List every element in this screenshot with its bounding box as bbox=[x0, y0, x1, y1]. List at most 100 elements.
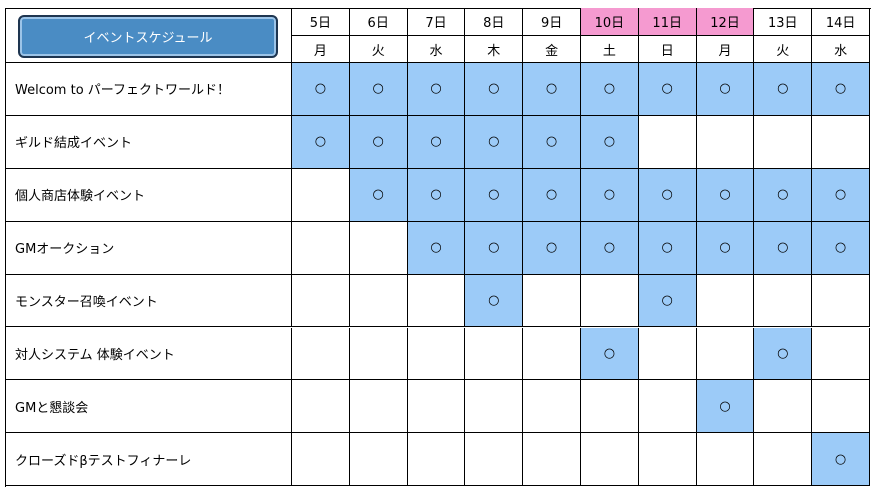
day-date: 6日 bbox=[349, 8, 408, 36]
schedule-cell: ○ bbox=[465, 274, 524, 328]
schedule-cell bbox=[754, 380, 813, 434]
day-weekday: 水 bbox=[812, 36, 870, 63]
schedule-cell: ○ bbox=[812, 168, 870, 222]
schedule-cell bbox=[465, 433, 524, 487]
schedule-cell bbox=[696, 327, 755, 381]
schedule-cell: ○ bbox=[407, 115, 466, 169]
day-date: 13日 bbox=[754, 8, 813, 36]
day-weekday: 土 bbox=[581, 36, 639, 63]
schedule-cell: ○ bbox=[581, 221, 639, 275]
schedule-cell: ○ bbox=[754, 221, 813, 275]
schedule-title: イベントスケジュール bbox=[18, 15, 278, 58]
schedule-cell: ○ bbox=[754, 168, 813, 222]
schedule-cell: ○ bbox=[812, 63, 870, 116]
schedule-cell: ○ bbox=[407, 168, 466, 222]
schedule-cell: ○ bbox=[638, 63, 697, 116]
schedule-cell: ○ bbox=[523, 168, 581, 222]
day-weekday: 木 bbox=[465, 36, 524, 63]
schedule-cell: ○ bbox=[812, 221, 870, 275]
schedule-cell: ○ bbox=[349, 115, 408, 169]
schedule-cell bbox=[292, 274, 350, 328]
schedule-cell bbox=[292, 433, 350, 487]
schedule-cell: ○ bbox=[465, 63, 524, 116]
schedule-cell bbox=[349, 380, 408, 434]
schedule-cell: ○ bbox=[465, 168, 524, 222]
schedule-cell bbox=[465, 327, 524, 381]
schedule-cell bbox=[292, 168, 350, 222]
schedule-cell bbox=[581, 433, 639, 487]
schedule-cell: ○ bbox=[581, 327, 639, 381]
schedule-cell: ○ bbox=[754, 327, 813, 381]
day-weekday: 金 bbox=[523, 36, 581, 63]
schedule-cell bbox=[407, 274, 466, 328]
schedule-cell bbox=[754, 115, 813, 169]
schedule-cell bbox=[292, 327, 350, 381]
schedule-cell bbox=[638, 380, 697, 434]
title-cell bbox=[5, 8, 292, 63]
schedule-cell: ○ bbox=[407, 221, 466, 275]
day-weekday: 日 bbox=[638, 36, 697, 63]
schedule-cell: ○ bbox=[696, 63, 755, 116]
schedule-cell bbox=[349, 274, 408, 328]
schedule-cell: ○ bbox=[638, 168, 697, 222]
schedule-cell bbox=[407, 380, 466, 434]
schedule-cell bbox=[812, 115, 870, 169]
schedule-cell bbox=[696, 115, 755, 169]
schedule-cell bbox=[696, 433, 755, 487]
event-name: Welcom to パーフェクトワールド！ bbox=[5, 63, 292, 116]
day-date: 9日 bbox=[523, 8, 581, 36]
schedule-cell bbox=[349, 433, 408, 487]
schedule-cell: ○ bbox=[523, 63, 581, 116]
schedule-cell: ○ bbox=[696, 221, 755, 275]
schedule-cell bbox=[523, 327, 581, 381]
day-date: 14日 bbox=[812, 8, 870, 36]
schedule-cell: ○ bbox=[407, 63, 466, 116]
schedule-cell: ○ bbox=[581, 115, 639, 169]
schedule-cell: ○ bbox=[696, 168, 755, 222]
schedule-cell bbox=[638, 115, 697, 169]
schedule-cell bbox=[754, 433, 813, 487]
event-name: GMと懇談会 bbox=[5, 380, 292, 434]
day-date: 5日 bbox=[292, 8, 350, 36]
schedule-cell bbox=[581, 380, 639, 434]
schedule-cell bbox=[407, 327, 466, 381]
event-name: モンスター召喚イベント bbox=[5, 274, 292, 328]
schedule-cell bbox=[523, 380, 581, 434]
schedule-cell bbox=[812, 274, 870, 328]
schedule-cell: ○ bbox=[523, 221, 581, 275]
schedule-cell bbox=[812, 380, 870, 434]
schedule-cell bbox=[638, 433, 697, 487]
schedule-cell bbox=[349, 221, 408, 275]
schedule-cell: ○ bbox=[523, 115, 581, 169]
schedule-cell: ○ bbox=[292, 115, 350, 169]
schedule-cell: ○ bbox=[292, 63, 350, 116]
schedule-cell bbox=[465, 380, 524, 434]
schedule-cell: ○ bbox=[638, 221, 697, 275]
event-name: 個人商店体験イベント bbox=[5, 168, 292, 222]
schedule-cell bbox=[754, 274, 813, 328]
schedule-cell bbox=[812, 327, 870, 381]
schedule-cell bbox=[349, 327, 408, 381]
schedule-cell bbox=[292, 221, 350, 275]
table-frame bbox=[5, 8, 871, 487]
schedule-cell bbox=[407, 433, 466, 487]
schedule-cell bbox=[581, 274, 639, 328]
event-name: クローズドβテストフィナーレ bbox=[5, 433, 292, 487]
day-date: 8日 bbox=[465, 8, 524, 36]
schedule-cell: ○ bbox=[581, 63, 639, 116]
day-weekday: 月 bbox=[292, 36, 350, 63]
day-weekday: 火 bbox=[754, 36, 813, 63]
schedule-cell: ○ bbox=[581, 168, 639, 222]
day-weekday: 火 bbox=[349, 36, 408, 63]
schedule-cell bbox=[638, 327, 697, 381]
schedule-cell bbox=[696, 274, 755, 328]
schedule-cell: ○ bbox=[465, 221, 524, 275]
schedule-cell: ○ bbox=[465, 115, 524, 169]
schedule-cell: ○ bbox=[349, 168, 408, 222]
day-date: 7日 bbox=[407, 8, 466, 36]
schedule-cell bbox=[292, 380, 350, 434]
schedule-cell: ○ bbox=[638, 274, 697, 328]
day-date: 12日 bbox=[696, 8, 755, 36]
schedule-cell: ○ bbox=[754, 63, 813, 116]
